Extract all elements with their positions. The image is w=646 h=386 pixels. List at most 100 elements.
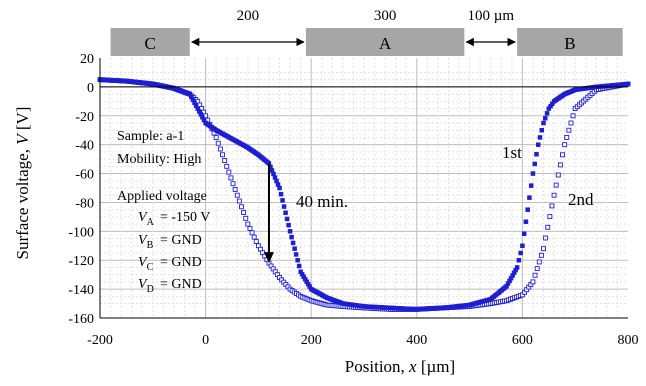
data-point-1st xyxy=(282,205,286,209)
data-point-1st xyxy=(517,258,521,262)
data-point-2nd xyxy=(535,267,539,271)
data-point-2nd xyxy=(218,147,222,151)
data-point-2nd xyxy=(233,187,237,191)
data-point-1st xyxy=(520,244,524,248)
data-point-1st xyxy=(287,223,291,227)
data-point-1st xyxy=(279,192,283,196)
data-point-2nd xyxy=(235,193,239,197)
data-point-2nd xyxy=(246,222,250,226)
dimension-label: 300 xyxy=(374,8,397,24)
x-tick-label: 600 xyxy=(512,333,533,348)
label-2nd: 2nd xyxy=(568,190,594,209)
vc-symbol: VC xyxy=(138,255,154,273)
data-point-2nd xyxy=(550,204,554,208)
x-axis-label: Position, x [µm] xyxy=(345,357,455,376)
data-point-2nd xyxy=(240,205,244,209)
data-point-1st xyxy=(278,186,282,190)
sample-label: Sample: a-1 xyxy=(117,129,184,144)
y-tick-label: 0 xyxy=(87,81,94,96)
data-point-1st xyxy=(534,152,538,156)
data-point-2nd xyxy=(237,199,241,203)
vc-value: = GND xyxy=(160,255,202,270)
data-point-1st xyxy=(294,252,298,256)
data-point-2nd xyxy=(229,176,233,180)
data-point-2nd xyxy=(231,182,235,186)
y-tick-label: -100 xyxy=(68,225,94,240)
data-point-1st xyxy=(524,220,528,224)
y-tick-label: -140 xyxy=(68,283,94,298)
data-point-1st xyxy=(515,265,519,269)
electrode-label-B: B xyxy=(564,34,575,53)
data-point-2nd xyxy=(561,153,565,157)
y-tick-label: -20 xyxy=(75,110,94,125)
data-point-1st xyxy=(543,116,547,120)
va-symbol: VA xyxy=(138,210,155,228)
data-point-1st xyxy=(536,143,540,147)
electrode-label-C: C xyxy=(144,34,155,53)
data-point-2nd xyxy=(552,193,556,197)
x-tick-label: -200 xyxy=(87,333,113,348)
data-point-1st xyxy=(533,162,537,166)
y-tick-label: -40 xyxy=(75,139,94,154)
data-point-1st xyxy=(545,111,549,115)
data-point-2nd xyxy=(542,247,546,251)
data-point-2nd xyxy=(214,135,218,139)
data-point-2nd xyxy=(531,280,535,284)
data-point-1st xyxy=(529,184,533,188)
x-tick-label: 200 xyxy=(301,333,322,348)
vb-symbol: VB xyxy=(138,233,154,251)
y-tick-label: -60 xyxy=(75,168,94,183)
data-point-1st xyxy=(626,82,630,86)
data-point-1st xyxy=(285,217,289,221)
x-tick-label: 800 xyxy=(618,333,639,348)
electrode-label-A: A xyxy=(379,34,392,53)
data-point-2nd xyxy=(248,226,252,230)
time-arrow xyxy=(264,163,274,263)
data-point-1st xyxy=(538,135,542,139)
data-point-2nd xyxy=(565,135,569,139)
data-point-2nd xyxy=(254,239,258,243)
data-point-2nd xyxy=(544,236,548,240)
va-value: = -150 V xyxy=(160,210,210,225)
data-point-1st xyxy=(519,251,523,255)
label-1st: 1st xyxy=(502,143,522,162)
y-tick-label: -160 xyxy=(68,312,94,327)
data-point-2nd xyxy=(554,183,558,187)
y-tick-label: 20 xyxy=(80,52,94,67)
y-axis-label: Surface voltage, V [V] xyxy=(13,107,32,260)
data-point-2nd xyxy=(227,170,231,174)
data-point-2nd xyxy=(244,216,248,220)
data-point-1st xyxy=(291,241,295,245)
data-point-2nd xyxy=(556,173,560,177)
dimension-label: 100 µm xyxy=(467,8,514,24)
data-point-1st xyxy=(542,121,546,125)
data-point-2nd xyxy=(558,163,562,167)
x-tick-label: 400 xyxy=(406,333,427,348)
vb-value: = GND xyxy=(160,233,202,248)
data-point-2nd xyxy=(216,141,220,145)
data-point-1st xyxy=(526,208,530,212)
y-tick-label: -80 xyxy=(75,196,94,211)
applied-voltage-label: Applied voltage xyxy=(117,189,207,204)
data-point-2nd xyxy=(223,159,227,163)
y-tick-label: -120 xyxy=(68,254,94,269)
data-point-2nd xyxy=(548,215,552,219)
data-point-2nd xyxy=(220,153,224,157)
data-point-2nd xyxy=(533,273,537,277)
dimension-label: 200 xyxy=(237,8,260,24)
data-point-1st xyxy=(293,247,297,251)
data-point-1st xyxy=(284,211,288,215)
data-point-2nd xyxy=(537,260,541,264)
data-point-1st xyxy=(540,128,544,132)
vd-value: = GND xyxy=(160,277,202,292)
data-point-2nd xyxy=(567,128,571,132)
data-point-2nd xyxy=(252,235,256,239)
data-point-1st xyxy=(297,264,301,268)
data-point-2nd xyxy=(225,164,229,168)
data-point-1st xyxy=(531,172,535,176)
data-point-2nd xyxy=(539,253,543,257)
data-point-2nd xyxy=(569,121,573,125)
data-point-1st xyxy=(290,235,294,239)
data-point-2nd xyxy=(242,211,246,215)
